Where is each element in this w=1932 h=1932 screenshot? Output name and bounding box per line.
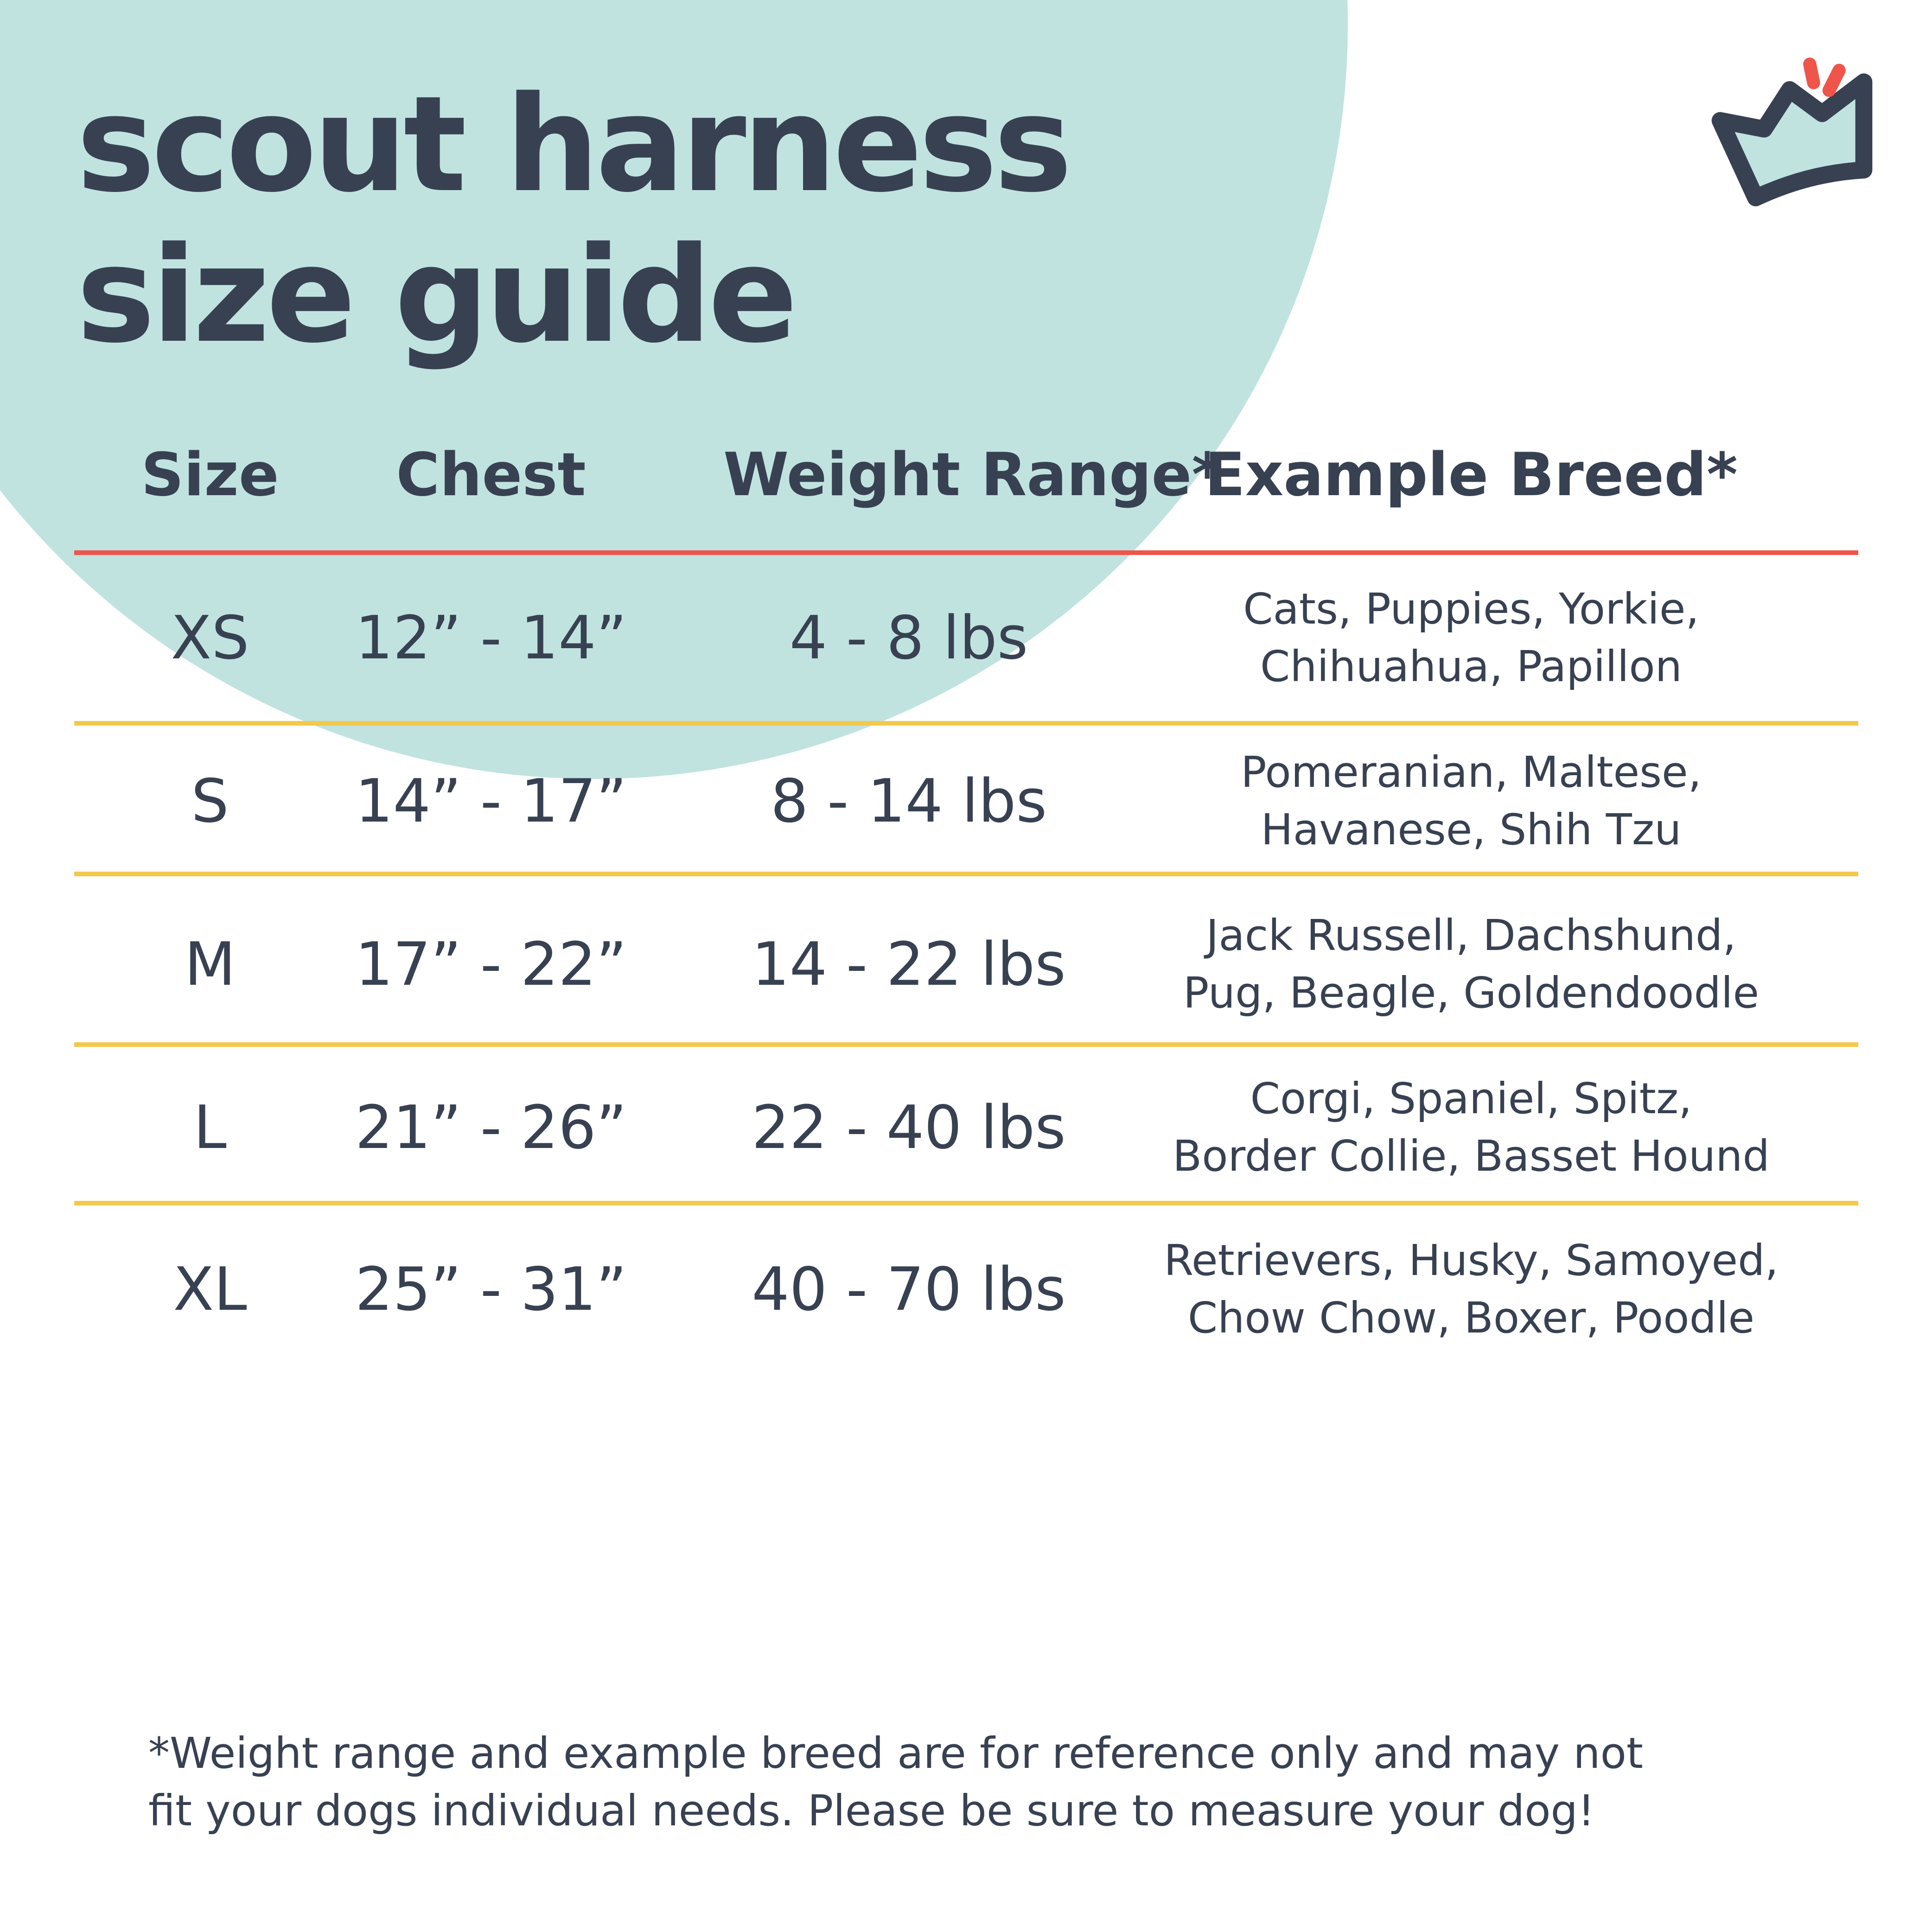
weight-cell: 40 - 70 lbs [752, 1255, 1066, 1324]
row-divider [74, 721, 1858, 726]
page-title: scout harness size guide [77, 70, 1282, 371]
chest-cell: 17” - 22” [355, 930, 627, 999]
chest-cell: 25” - 31” [355, 1255, 627, 1324]
weight-cell: 8 - 14 lbs [770, 766, 1047, 836]
breed-cell: Pomeranian, Maltese, Havanese, Shih Tzu [1119, 732, 1824, 871]
breed-line: Pomeranian, Maltese, [1241, 747, 1702, 797]
row-divider [74, 872, 1858, 876]
footnote: *Weight range and example breed are for … [148, 1725, 1864, 1840]
weight-cell: 4 - 8 lbs [789, 603, 1028, 673]
breed-cell: Jack Russell, Dachshund, Pug, Beagle, Gol… [1119, 895, 1824, 1034]
header-size: Size [141, 440, 279, 510]
title-line: scout harness [77, 68, 1072, 222]
breed-line: Havanese, Shih Tzu [1261, 805, 1682, 854]
breed-cell: Cats, Puppies, Yorkie, Chihuahua, Papillo… [1119, 568, 1824, 708]
header-chest: Chest [396, 440, 586, 510]
breed-line: Pug, Beagle, Goldendoodle [1183, 968, 1760, 1018]
header-divider [74, 550, 1858, 555]
size-cell: XS [171, 603, 249, 673]
size-cell: S [191, 766, 229, 836]
breed-cell: Retrievers, Husky, Samoyed, Chow Chow, Bo… [1119, 1220, 1824, 1359]
row-divider [74, 1201, 1858, 1205]
size-cell: XL [173, 1255, 247, 1324]
chest-cell: 14” - 17” [355, 766, 627, 836]
header-weight-range: Weight Range* [723, 440, 1223, 510]
breed-line: Chow Chow, Boxer, Poodle [1187, 1293, 1755, 1343]
breed-line: Border Collie, Basset Hound [1173, 1131, 1770, 1181]
footnote-line: *Weight range and example breed are for … [148, 1728, 1643, 1778]
row-divider [74, 1042, 1858, 1047]
breed-line: Cats, Puppies, Yorkie, [1243, 584, 1699, 634]
weight-cell: 22 - 40 lbs [752, 1093, 1066, 1162]
crown-icon [1711, 57, 1873, 206]
chest-cell: 12” - 14” [355, 603, 627, 673]
breed-line: Chihuahua, Papillon [1260, 642, 1682, 691]
footnote-line: fit your dogs individual needs. Please b… [148, 1786, 1595, 1836]
breed-line: Corgi, Spaniel, Spitz, [1250, 1074, 1692, 1123]
breed-cell: Corgi, Spaniel, Spitz, Border Collie, Bas… [1119, 1058, 1824, 1197]
size-cell: M [184, 930, 236, 999]
breed-line: Retrievers, Husky, Samoyed, [1164, 1236, 1779, 1285]
chest-cell: 21” - 26” [355, 1093, 627, 1162]
header-example-breed: Example Breed* [1205, 440, 1738, 510]
breed-line: Jack Russell, Dachshund, [1206, 911, 1736, 960]
size-cell: L [193, 1093, 227, 1162]
title-line: size guide [77, 218, 798, 372]
weight-cell: 14 - 22 lbs [752, 930, 1066, 999]
